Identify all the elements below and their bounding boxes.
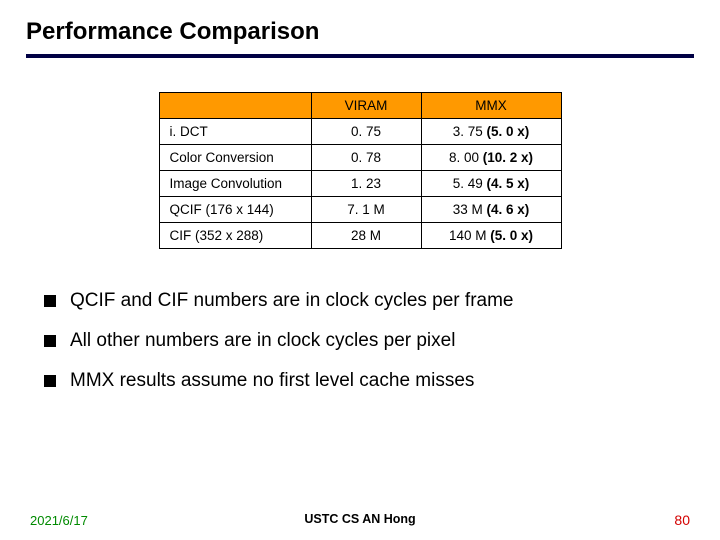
bullet-item: QCIF and CIF numbers are in clock cycles… bbox=[50, 289, 694, 313]
title-divider bbox=[26, 54, 694, 58]
row-viram: 0. 78 bbox=[311, 145, 421, 171]
row-viram: 7. 1 M bbox=[311, 197, 421, 223]
table-header-viram: VIRAM bbox=[311, 93, 421, 119]
footer-date: 2021/6/17 bbox=[30, 513, 88, 528]
slide-footer: 2021/6/17 USTC CS AN Hong 80 bbox=[0, 512, 720, 528]
row-mmx: 8. 00 (10. 2 x) bbox=[421, 145, 561, 171]
row-label: Image Convolution bbox=[159, 171, 311, 197]
row-viram: 1. 23 bbox=[311, 171, 421, 197]
row-mmx: 33 M (4. 6 x) bbox=[421, 197, 561, 223]
table-row: Image Convolution 1. 23 5. 49 (4. 5 x) bbox=[159, 171, 561, 197]
row-mmx: 140 M (5. 0 x) bbox=[421, 223, 561, 249]
table-row: Color Conversion 0. 78 8. 00 (10. 2 x) bbox=[159, 145, 561, 171]
footer-page-number: 80 bbox=[674, 512, 690, 528]
table-row: QCIF (176 x 144) 7. 1 M 33 M (4. 6 x) bbox=[159, 197, 561, 223]
row-label: Color Conversion bbox=[159, 145, 311, 171]
row-label: CIF (352 x 288) bbox=[159, 223, 311, 249]
slide-title: Performance Comparison bbox=[26, 18, 694, 46]
table-row: CIF (352 x 288) 28 M 140 M (5. 0 x) bbox=[159, 223, 561, 249]
row-viram: 28 M bbox=[311, 223, 421, 249]
row-mmx: 5. 49 (4. 5 x) bbox=[421, 171, 561, 197]
table-header-blank bbox=[159, 93, 311, 119]
row-label: i. DCT bbox=[159, 119, 311, 145]
bullet-item: All other numbers are in clock cycles pe… bbox=[50, 329, 694, 353]
row-viram: 0. 75 bbox=[311, 119, 421, 145]
bullet-item: MMX results assume no first level cache … bbox=[50, 369, 694, 393]
footer-center: USTC CS AN Hong bbox=[304, 512, 415, 526]
bullet-list: QCIF and CIF numbers are in clock cycles… bbox=[26, 289, 694, 392]
row-mmx: 3. 75 (5. 0 x) bbox=[421, 119, 561, 145]
table-row: i. DCT 0. 75 3. 75 (5. 0 x) bbox=[159, 119, 561, 145]
comparison-table: VIRAM MMX i. DCT 0. 75 3. 75 (5. 0 x) Co… bbox=[159, 92, 562, 249]
row-label: QCIF (176 x 144) bbox=[159, 197, 311, 223]
table-header-mmx: MMX bbox=[421, 93, 561, 119]
